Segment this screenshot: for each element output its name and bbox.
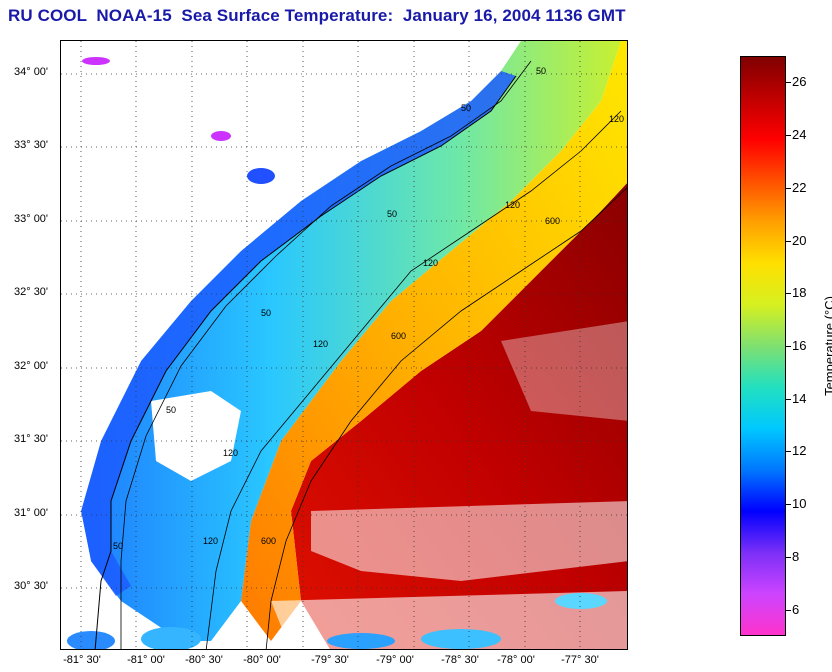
lat-tick: 34° 00' bbox=[14, 66, 49, 78]
contour-label: 120 bbox=[223, 448, 238, 458]
colorbar-tick-label: 6 bbox=[792, 601, 800, 617]
colorbar-tick-label: 16 bbox=[792, 338, 807, 353]
colorbar-tick-mark bbox=[786, 398, 791, 400]
colorbar-tick-mark bbox=[786, 187, 791, 189]
colorbar-tick-label: 12 bbox=[792, 443, 807, 459]
contour-label: 50 bbox=[461, 103, 471, 113]
lon-tick: -79° 00' bbox=[376, 654, 414, 666]
temperature-colorbar bbox=[740, 56, 786, 636]
lat-tick: 31° 00' bbox=[14, 507, 49, 519]
cloud-patch bbox=[151, 391, 241, 481]
sst-map-image: 50 50 50 50 50 50 120 120 120 120 120 12… bbox=[61, 41, 627, 649]
colorbar-tick-label: 14 bbox=[792, 390, 807, 406]
colorbar-tick-label: 22 bbox=[792, 179, 807, 195]
contour-label: 120 bbox=[313, 339, 328, 349]
lat-tick: 31° 30' bbox=[14, 433, 49, 445]
lat-tick: 33° 30' bbox=[14, 139, 49, 151]
contour-label: 120 bbox=[505, 200, 520, 210]
colorbar-tick-mark bbox=[786, 504, 791, 506]
colorbar-tick-mark bbox=[786, 293, 791, 295]
colorbar-tick-label: 8 bbox=[792, 548, 800, 564]
contour-600 bbox=[265, 187, 627, 649]
lat-tick: 32° 00' bbox=[14, 360, 49, 372]
lat-tick: 30° 30' bbox=[14, 580, 49, 592]
contour-label: 120 bbox=[203, 536, 218, 546]
map-title: RU COOL NOAA-15 Sea Surface Temperature:… bbox=[8, 6, 626, 25]
graticule bbox=[61, 41, 627, 649]
contour-label: 50 bbox=[166, 405, 176, 415]
colorbar-tick-mark bbox=[786, 346, 791, 347]
lat-tick: 32° 30' bbox=[14, 286, 49, 298]
lon-tick: -78° 00' bbox=[497, 654, 535, 666]
colorbar-label: Temperature (°C) bbox=[822, 296, 832, 396]
colorbar-tick-mark bbox=[786, 135, 791, 137]
lon-tick: -80° 30' bbox=[185, 654, 223, 666]
colorbar-tick-mark bbox=[786, 556, 791, 558]
colorbar-tick-mark bbox=[786, 240, 791, 242]
land-mask bbox=[61, 41, 511, 649]
contour-label: 50 bbox=[261, 308, 271, 318]
contour-label: 600 bbox=[261, 536, 276, 546]
lon-tick: -78° 30' bbox=[441, 654, 479, 666]
colorbar-tick-label: 24 bbox=[792, 127, 807, 143]
contour-120 bbox=[205, 110, 622, 649]
contour-label: 50 bbox=[113, 541, 123, 551]
cloud-patch bbox=[501, 321, 627, 421]
colorbar-tick-label: 20 bbox=[792, 232, 807, 248]
contour-label: 50 bbox=[536, 66, 546, 76]
lon-tick: -79° 30' bbox=[311, 654, 349, 666]
lon-tick: -77° 30' bbox=[561, 654, 599, 666]
contour-label: 50 bbox=[387, 209, 397, 219]
contour-label: 600 bbox=[391, 331, 406, 341]
lon-tick: -81° 00' bbox=[127, 654, 165, 666]
colorbar-tick-label: 18 bbox=[792, 285, 807, 301]
lon-tick: -80° 00' bbox=[243, 654, 281, 666]
contour-label: 600 bbox=[545, 216, 560, 226]
contour-50 bbox=[120, 60, 532, 649]
coastline bbox=[94, 75, 517, 649]
lon-tick: -81° 30' bbox=[63, 654, 101, 666]
colorbar-tick-mark bbox=[786, 82, 791, 84]
colorbar-tick-label: 26 bbox=[792, 74, 807, 90]
lat-tick: 33° 00' bbox=[14, 213, 49, 225]
contour-label: 120 bbox=[609, 114, 624, 124]
colorbar-tick-mark bbox=[786, 609, 791, 611]
contour-label: 120 bbox=[423, 258, 438, 268]
shelf-water-region bbox=[81, 41, 621, 641]
colorbar-tick-mark bbox=[786, 451, 791, 453]
colorbar-tick-label: 10 bbox=[792, 496, 807, 512]
sst-map: 50 50 50 50 50 50 120 120 120 120 120 12… bbox=[60, 40, 628, 650]
